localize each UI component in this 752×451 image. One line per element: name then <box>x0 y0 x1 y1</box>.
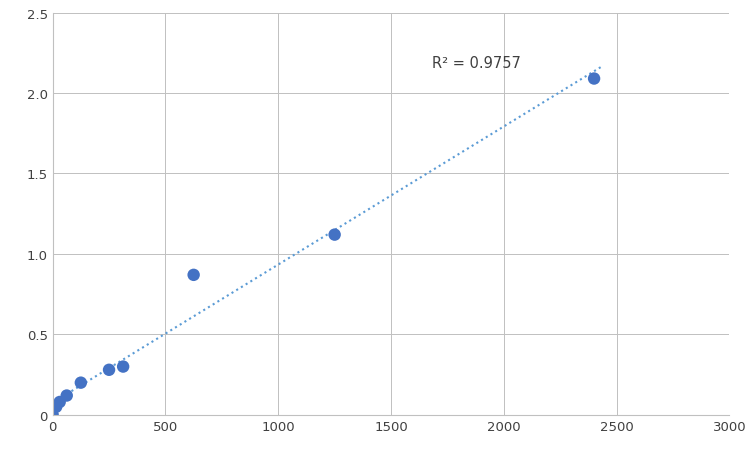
Point <box>187 272 199 279</box>
Point <box>103 366 115 373</box>
Point <box>588 76 600 83</box>
Point <box>329 231 341 239</box>
Point <box>61 392 73 399</box>
Point <box>75 379 86 387</box>
Point <box>117 363 129 370</box>
Point <box>53 399 65 406</box>
Point <box>47 411 59 419</box>
Point <box>50 403 62 410</box>
Text: R² = 0.9757: R² = 0.9757 <box>432 56 520 71</box>
